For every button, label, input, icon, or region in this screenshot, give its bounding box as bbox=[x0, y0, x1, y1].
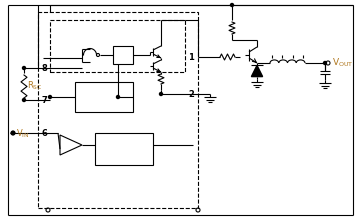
Circle shape bbox=[12, 132, 14, 134]
Bar bbox=[50, 20, 185, 72]
Bar bbox=[113, 46, 133, 64]
Circle shape bbox=[117, 95, 119, 99]
Circle shape bbox=[160, 92, 162, 95]
Text: R$_{\sf SC}$: R$_{\sf SC}$ bbox=[27, 80, 42, 92]
Text: 7: 7 bbox=[41, 95, 47, 104]
Circle shape bbox=[323, 62, 326, 64]
Circle shape bbox=[22, 99, 26, 101]
Bar bbox=[75, 82, 133, 112]
Text: 2: 2 bbox=[188, 90, 194, 99]
Text: V$_{\sf IN}$: V$_{\sf IN}$ bbox=[16, 128, 29, 140]
Text: 6: 6 bbox=[41, 128, 47, 138]
Text: 1: 1 bbox=[188, 53, 194, 62]
Text: V$_{\sf OUT}$: V$_{\sf OUT}$ bbox=[332, 57, 354, 69]
Polygon shape bbox=[251, 65, 262, 77]
Circle shape bbox=[231, 4, 234, 7]
Circle shape bbox=[48, 95, 52, 99]
Bar bbox=[38, 12, 198, 208]
Circle shape bbox=[22, 66, 26, 70]
Bar bbox=[95, 133, 153, 165]
Text: 8: 8 bbox=[41, 64, 47, 73]
